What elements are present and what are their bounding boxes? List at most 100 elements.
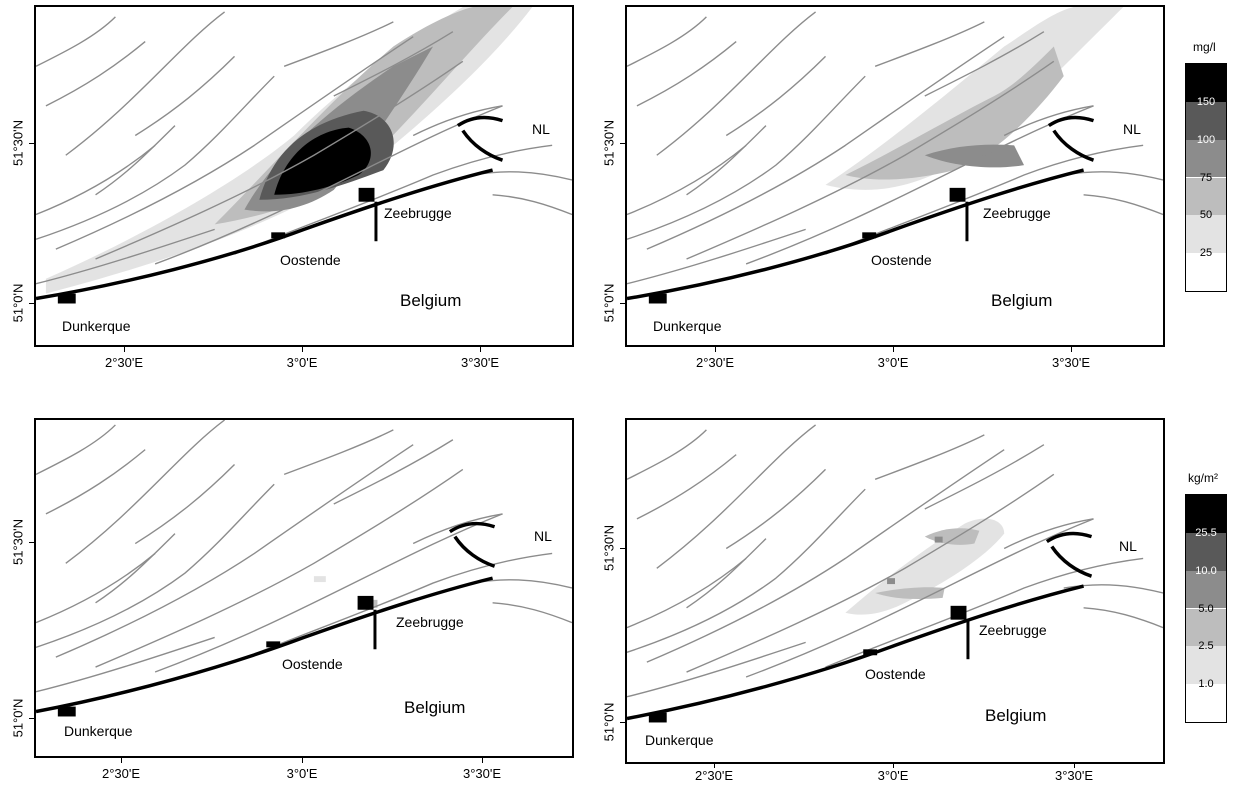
y-tick-label: 51°0'N [10, 698, 26, 738]
label-belgium: Belgium [985, 706, 1047, 725]
legend-band [1186, 646, 1226, 685]
legend-label: 1.0 [1198, 678, 1214, 691]
tick-mark [1074, 764, 1075, 768]
tick-mark [714, 764, 715, 768]
label-nl: NL [1123, 121, 1141, 137]
legend-label: 25.5 [1195, 526, 1217, 539]
x-tick-label: 3°0'E [286, 355, 318, 370]
y-tick-label: 51°0'N [10, 283, 26, 323]
legend-concentration: 150 100 75 50 25 [1185, 63, 1227, 292]
bathymetry-contours [36, 420, 572, 693]
y-tick-label: 51°30'N [601, 120, 617, 166]
bathymetry-contours [36, 11, 572, 285]
map-graphic [36, 7, 572, 304]
tick-mark [620, 548, 625, 549]
x-tick-label: 2°30'E [695, 355, 735, 370]
map-panel-top-right: NL Zeebrugge Oostende Belgium Dunkerque [625, 5, 1165, 347]
label-dunkerque: Dunkerque [62, 318, 131, 334]
label-nl: NL [1119, 538, 1137, 554]
label-zeebrugge: Zeebrugge [979, 622, 1047, 638]
map-graphic [627, 424, 1163, 723]
legend-label: 100 [1196, 133, 1216, 146]
x-tick-label: 3°30'E [1051, 355, 1091, 370]
tick-mark [121, 758, 122, 763]
harbor-structures [57, 187, 378, 304]
harbor-structures [57, 595, 377, 717]
legend-band [1186, 570, 1226, 609]
label-nl: NL [534, 528, 552, 544]
legend-label: 2.5 [1198, 640, 1214, 653]
harbor-structures [648, 187, 969, 304]
label-oostende: Oostende [280, 252, 341, 268]
label-oostende: Oostende [871, 252, 932, 268]
tick-mark [482, 758, 483, 763]
tick-mark [29, 542, 34, 543]
map-panel-top-left: NL Zeebrugge Oostende Belgium Dunkerque [34, 5, 574, 347]
tick-mark [620, 303, 625, 304]
bathymetry-contours [627, 424, 1163, 698]
y-tick-label: 51°30'N [10, 519, 26, 565]
label-zeebrugge: Zeebrugge [396, 614, 464, 630]
legend-band [1186, 532, 1226, 571]
y-tick-label: 51°30'N [601, 525, 617, 571]
x-tick-label: 3°0'E [877, 355, 909, 370]
legend-band [1186, 177, 1226, 216]
label-nl: NL [532, 121, 550, 137]
deposition-layer [845, 518, 1005, 615]
legend-band [1186, 684, 1226, 722]
y-tick-label: 51°0'N [601, 702, 617, 742]
tick-mark [620, 722, 625, 723]
coastline [36, 521, 496, 714]
harbor-structures [648, 605, 970, 723]
tick-mark [620, 143, 625, 144]
tick-mark [302, 758, 303, 763]
label-zeebrugge: Zeebrugge [983, 205, 1051, 221]
tick-mark [302, 347, 303, 352]
legend-band [1186, 101, 1226, 140]
legend-band [1186, 253, 1226, 291]
legend-unit-concentration: mg/l [1193, 40, 1216, 54]
tick-mark [1071, 347, 1072, 352]
label-belgium: Belgium [991, 291, 1053, 310]
map-graphic [627, 7, 1163, 304]
coastline [36, 115, 504, 301]
coastline [627, 531, 1093, 721]
legend-band [1186, 64, 1226, 102]
label-dunkerque: Dunkerque [645, 732, 714, 748]
legend-band [1186, 139, 1226, 178]
x-tick-label: 2°30'E [104, 355, 144, 370]
label-dunkerque: Dunkerque [653, 318, 722, 334]
legend-band [1186, 215, 1226, 254]
plume-layer [825, 7, 1124, 190]
label-zeebrugge: Zeebrugge [384, 205, 452, 221]
legend-band [1186, 495, 1226, 533]
y-tick-label: 51°0'N [601, 283, 617, 323]
x-tick-label: 2°30'E [694, 768, 734, 783]
map-panel-bottom-right: NL Zeebrugge Oostende Belgium Dunkerque [625, 418, 1165, 764]
y-tick-label: 51°30'N [10, 120, 26, 166]
x-tick-label: 3°0'E [286, 766, 318, 781]
x-tick-label: 2°30'E [101, 766, 141, 781]
legend-label: 10.0 [1195, 564, 1217, 577]
legend-label: 5.0 [1198, 602, 1214, 615]
legend-unit-deposition: kg/m² [1188, 471, 1218, 485]
tick-mark [715, 347, 716, 352]
x-tick-label: 3°30'E [462, 766, 502, 781]
plume-layer [45, 7, 533, 294]
legend-label: 150 [1196, 95, 1216, 108]
map-panel-bottom-left: NL Zeebrugge Oostende Belgium Dunkerque [34, 418, 574, 758]
label-belgium: Belgium [404, 698, 466, 717]
label-dunkerque: Dunkerque [64, 723, 133, 739]
tick-mark [29, 718, 34, 719]
tick-mark [480, 347, 481, 352]
legend-band [1186, 608, 1226, 647]
legend-label: 25 [1199, 247, 1213, 260]
legend-deposition: 25.5 10.0 5.0 2.5 1.0 [1185, 494, 1227, 723]
coastline [627, 115, 1095, 301]
tick-mark [893, 347, 894, 352]
x-tick-label: 3°30'E [1054, 768, 1094, 783]
x-tick-label: 3°0'E [877, 768, 909, 783]
legend-label: 75 [1199, 171, 1213, 184]
x-tick-label: 3°30'E [460, 355, 500, 370]
map-graphic [36, 420, 572, 717]
